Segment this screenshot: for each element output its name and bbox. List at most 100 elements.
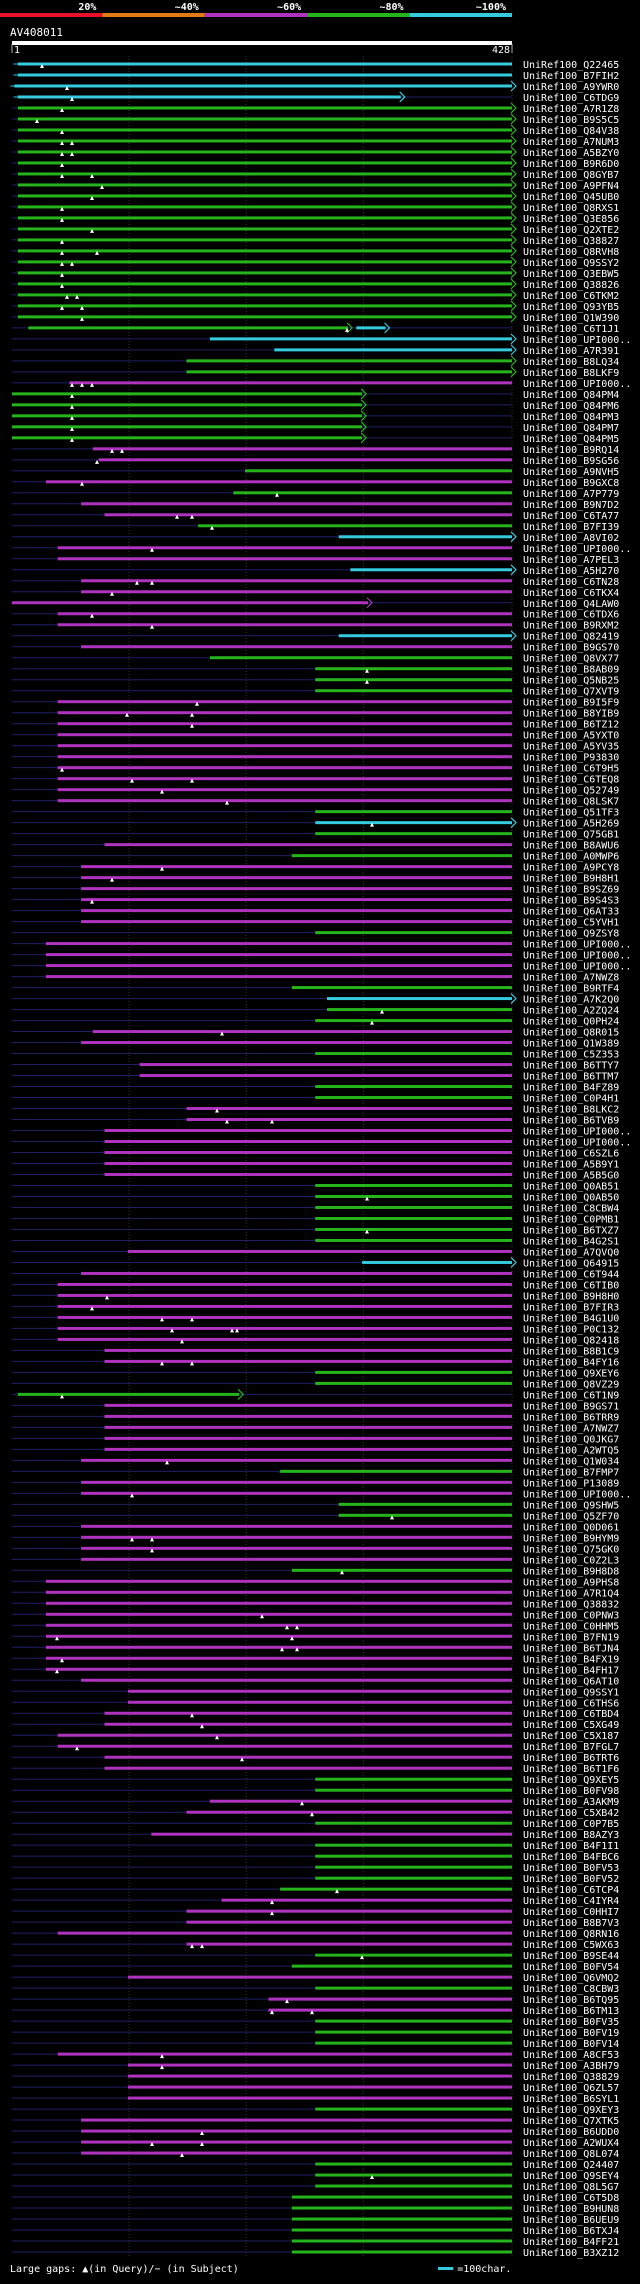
- hit-row: UniRef100_B8LQ34: [12, 355, 619, 368]
- gap-marker: [110, 877, 114, 882]
- hit-end-arrow: [510, 289, 517, 301]
- hit-bar: [57, 1282, 512, 1286]
- gap-marker: [370, 822, 374, 827]
- gap-marker: [300, 1801, 304, 1806]
- hit-end-arrow: [510, 344, 517, 356]
- hit-row: UniRef100_A3AKM9: [12, 1797, 619, 1808]
- hit-label: UniRef100_B9I5F9: [523, 698, 619, 709]
- hit-bar: [338, 1502, 512, 1506]
- hit-end-arrow: [510, 564, 517, 576]
- hit-end-arrow: [360, 410, 367, 422]
- hit-label: UniRef100_B8LQ34: [523, 357, 619, 368]
- hit-end-arrow: [510, 267, 517, 279]
- gap-marker: [100, 184, 104, 189]
- gap-marker: [190, 1944, 194, 1949]
- hit-label: UniRef100_B9RQ14: [523, 445, 619, 456]
- hit-label: UniRef100_Q2XTE2: [523, 225, 619, 236]
- hit-bar: [315, 1205, 512, 1209]
- hit-label: UniRef100_Q1W034: [523, 1456, 619, 1467]
- hit-label: UniRef100_A7NUM3: [523, 137, 619, 148]
- hit-bar: [81, 876, 512, 880]
- gap-marker: [365, 679, 369, 684]
- hit-label: UniRef100_Q8L5G7: [523, 2182, 619, 2193]
- hit-label: UniRef100_A8VI02: [523, 533, 619, 544]
- hit-label: UniRef100_B8AWU6: [523, 841, 619, 852]
- gap-marker: [60, 162, 64, 167]
- gap-marker: [160, 1317, 164, 1322]
- gap-marker: [75, 1746, 79, 1751]
- gap-marker: [35, 118, 39, 123]
- gap-marker: [210, 525, 214, 530]
- hit-label: UniRef100_B6TZ12: [523, 720, 619, 731]
- hit-row: UniRef100_C6T1J1: [12, 322, 619, 335]
- hit-bar: [104, 1140, 512, 1144]
- hit-bar: [315, 1194, 512, 1198]
- hit-bar: [81, 645, 512, 649]
- hit-bar: [186, 1107, 512, 1111]
- hit-label: UniRef100_C0HHI7: [523, 1907, 619, 1918]
- hit-bar: [57, 1337, 512, 1341]
- hit-label: UniRef100_Q84V38: [523, 126, 619, 137]
- hit-label: UniRef100_B9SZ69: [523, 885, 619, 896]
- hit-end-arrow: [510, 817, 517, 829]
- hit-row: UniRef100_Q1W390: [12, 311, 619, 324]
- hit-row: UniRef100_B8B1C9: [12, 1346, 619, 1357]
- hit-row: UniRef100_B9SZ69: [12, 885, 619, 896]
- hit-label: UniRef100_A5BZY0: [523, 148, 619, 159]
- hit-bar: [81, 909, 512, 913]
- gap-marker: [110, 448, 114, 453]
- gap-marker: [365, 1229, 369, 1234]
- hit-row: UniRef100_A8VI02: [12, 531, 619, 544]
- hit-bar: [315, 2041, 512, 2045]
- hit-label: UniRef100_Q51TF3: [523, 808, 619, 819]
- hit-bar: [291, 2250, 512, 2254]
- hit-bar: [45, 1579, 512, 1583]
- hit-row: UniRef100_C0PNW3: [12, 1610, 619, 1621]
- hit-label: UniRef100_P93830: [523, 753, 619, 764]
- gaps-legend-label: Large gaps: ▲(in Query)/− (in Subject): [10, 2264, 239, 2275]
- hit-end-arrow: [510, 124, 517, 136]
- hit-bar: [57, 700, 512, 704]
- hit-label: UniRef100_Q5ZF70: [523, 1511, 619, 1522]
- hit-bar: [315, 1227, 512, 1231]
- hit-row: UniRef100_A5BZY0: [12, 146, 619, 159]
- gap-marker: [310, 1812, 314, 1817]
- hit-label: UniRef100_UPI000..: [523, 951, 631, 962]
- hit-label: UniRef100_B0FV52: [523, 1874, 619, 1885]
- hit-bar: [45, 942, 512, 946]
- gap-marker: [80, 316, 84, 321]
- hit-row: UniRef100_Q8R015: [12, 1028, 619, 1039]
- hit-label: UniRef100_B8YIB9: [523, 709, 619, 720]
- hit-label: UniRef100_C0HHM5: [523, 1621, 619, 1632]
- hit-row: UniRef100_A3BH79: [12, 2061, 619, 2072]
- hit-bar: [45, 1590, 512, 1594]
- hit-bar: [17, 95, 401, 99]
- hit-label: UniRef100_C6TN28: [523, 577, 619, 588]
- hit-bar: [69, 381, 513, 385]
- hit-label: UniRef100_B9GS70: [523, 643, 619, 654]
- hit-label: UniRef100_Q7XVT9: [523, 687, 619, 698]
- hit-label: UniRef100_C5X187: [523, 1731, 619, 1742]
- hit-label: UniRef100_B6TQ95: [523, 1995, 619, 2006]
- hit-row: UniRef100_Q64915: [12, 1257, 619, 1269]
- gap-marker: [80, 382, 84, 387]
- hit-end-arrow: [510, 157, 517, 169]
- hit-bar: [104, 1151, 512, 1155]
- hit-row: UniRef100_B7FI39: [12, 522, 619, 533]
- hit-row: UniRef100_Q52749: [12, 786, 619, 797]
- hit-bar: [338, 1513, 512, 1517]
- gap-marker: [190, 712, 194, 717]
- hit-label: UniRef100_A9PCY8: [523, 863, 619, 874]
- hit-bar: [245, 469, 513, 473]
- gap-marker: [295, 1647, 299, 1652]
- hit-bar: [315, 2030, 512, 2034]
- gap-marker: [90, 899, 94, 904]
- hit-row: UniRef100_B9GXC8: [12, 478, 619, 489]
- hit-label: UniRef100_Q64915: [523, 1258, 619, 1269]
- gap-marker: [175, 514, 179, 519]
- hit-row: UniRef100_B9RQ14: [12, 445, 619, 456]
- hit-bar: [81, 2118, 512, 2122]
- hit-label: UniRef100_A9PHS8: [523, 1577, 619, 1588]
- hit-label: UniRef100_Q38832: [523, 1599, 619, 1610]
- hit-label: UniRef100_C6T5D8: [523, 2193, 619, 2204]
